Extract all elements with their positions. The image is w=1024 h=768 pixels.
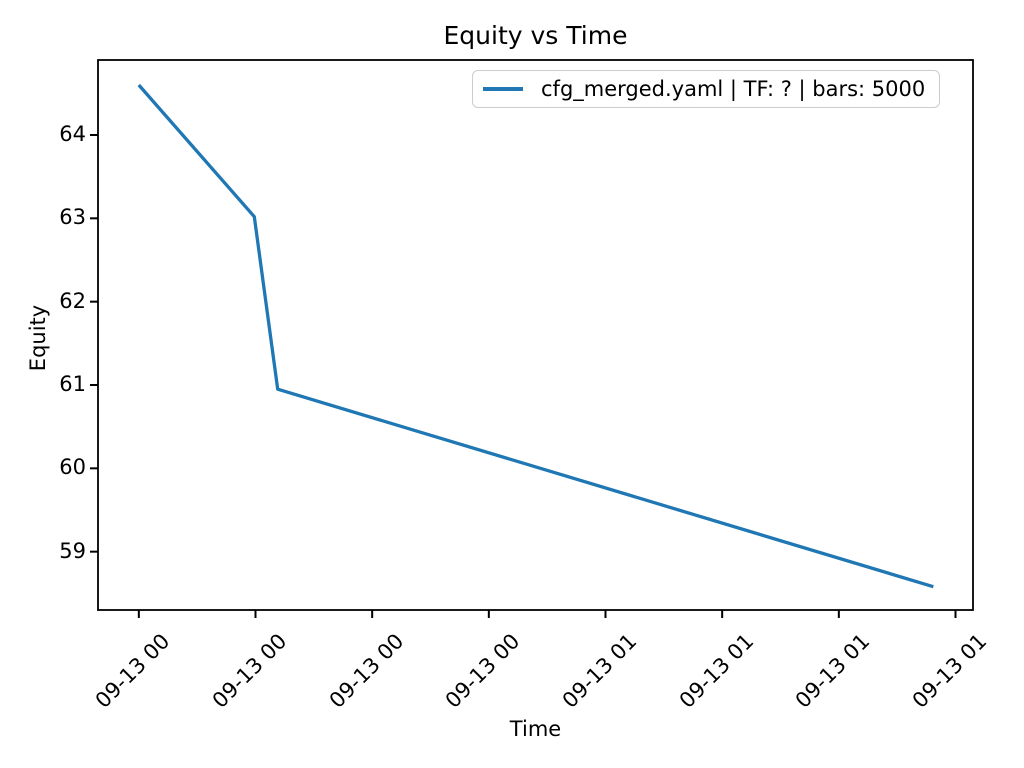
legend: cfg_merged.yaml | TF: ? | bars: 5000: [472, 70, 941, 108]
y-tick-label: 62: [59, 288, 86, 313]
y-tick-label: 64: [59, 122, 86, 146]
y-axis-label: Equity: [26, 304, 50, 372]
axes-frame: [97, 59, 974, 611]
y-tick-label: 59: [59, 538, 86, 563]
y-tick-label: 63: [59, 205, 86, 230]
x-axis-label: Time: [509, 717, 562, 741]
y-tick-label: 61: [59, 372, 86, 396]
chart-title: Equity vs Time: [443, 21, 628, 50]
legend-label: cfg_merged.yaml | TF: ? | bars: 5000: [541, 77, 926, 101]
y-tick-label: 60: [59, 455, 86, 480]
legend-line-sample: [483, 87, 523, 91]
equity-line: [137, 83, 934, 589]
